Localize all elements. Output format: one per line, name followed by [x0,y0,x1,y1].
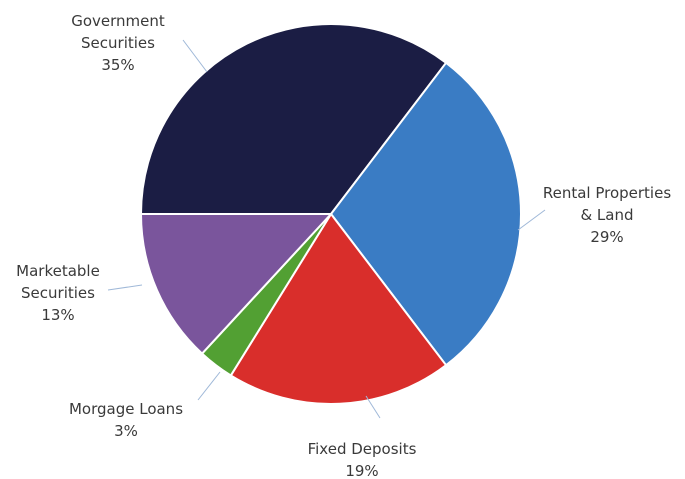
slice-value-label: 13% [41,306,74,324]
leader-line-2 [365,395,381,419]
slice-label-4: Marketable Securities 13% [16,262,100,324]
leader-line-3 [197,371,221,401]
slice-value-label: 29% [590,228,623,246]
slice-value-label: 19% [345,462,378,479]
pie-slice-4 [140,213,332,355]
slice-name-line: Securities [21,284,95,302]
leader-lines [107,39,546,419]
slice-name-line: Government [71,12,165,30]
pie-slice-1 [330,61,522,367]
slice-label-0: Government Securities 35% [71,12,165,74]
slice-value-label: 3% [114,422,138,440]
slice-label-3: Morgage Loans 3% [69,400,183,440]
leader-line-0 [182,39,208,73]
slice-labels: Government Securities 35% Rental Properties… [16,12,671,479]
slice-name-line: Morgage Loans [69,400,183,418]
pie-slices [140,23,522,405]
slice-name-line: Fixed Deposits [308,440,417,458]
slice-name-line: Securities [81,34,155,52]
leader-line-4 [107,284,143,291]
slice-label-2: Fixed Deposits 19% [308,440,417,479]
leader-line-1 [517,209,546,231]
pie-slice-0 [140,23,448,215]
pie-slice-2 [229,213,448,405]
slice-name-line: & Land [580,206,633,224]
slice-name-line: Rental Properties [543,184,671,202]
slice-name-line: Marketable [16,262,100,280]
slice-label-1: Rental Properties & Land 29% [543,184,671,246]
slice-value-label: 35% [101,56,134,74]
